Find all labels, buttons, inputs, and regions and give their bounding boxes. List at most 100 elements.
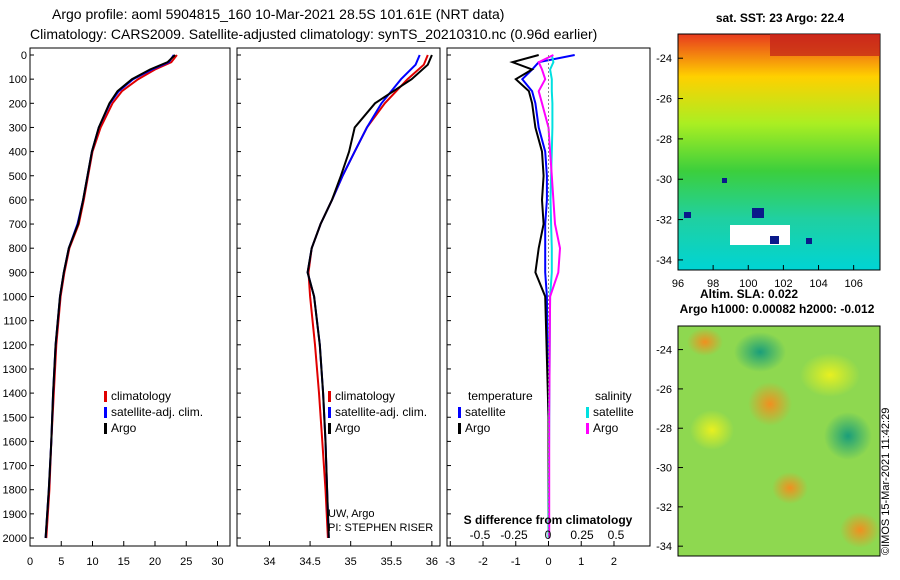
sla-blob-5: [734, 332, 786, 372]
legend-title: salinity: [595, 389, 632, 403]
sla-title-1: Altim. SLA: 0.022: [700, 287, 798, 301]
salinity-tick-label: -0.25: [500, 528, 528, 542]
sst-y-tick-label: -24: [656, 53, 672, 65]
sla-blob-7: [800, 353, 860, 397]
temperature-chart: 0 5 10 15 20 25 30 climatology satellite-adj. cl…: [27, 54, 224, 568]
salinity-tick-label: 0.25: [570, 528, 594, 542]
depth-tick-label: 1300: [3, 364, 27, 376]
series-salinity-argo: [537, 54, 562, 538]
x-tick-label: 35: [345, 556, 357, 568]
sst-map-axes: 96 98 100 102 104 106 -24 -26 -28 -30 -32 -34: [656, 53, 863, 290]
depth-tick-label: 1100: [3, 316, 27, 328]
sla-blob-2: [772, 472, 808, 504]
legend-label: Argo: [335, 421, 361, 435]
depth-tick-label: 1400: [3, 388, 27, 400]
depth-tick-label: 400: [9, 147, 27, 159]
sla-y-tick-label: -30: [656, 463, 672, 475]
salinity-chart: 34 34.5 35 35.5 36 climatology satellite-adj. …: [263, 54, 438, 568]
x-tick-label: 34.5: [299, 556, 320, 568]
series-temperature-argo: [509, 54, 550, 538]
depth-tick-label: 1800: [3, 485, 27, 497]
imos-stamp: ©IMOS 15-Mar-2021 11:42:29: [880, 407, 892, 555]
legend-label: Argo: [465, 421, 491, 435]
depth-tick-label: 300: [9, 122, 27, 134]
pi-annotation: PI: STEPHEN RISER: [328, 522, 433, 534]
x-tick-label: 30: [211, 556, 223, 568]
sla-y-tick-label: -26: [656, 384, 672, 396]
series-climatology: [45, 54, 178, 539]
sst-y-tick-label: -26: [656, 94, 672, 106]
depth-tick-label: 1900: [3, 509, 27, 521]
sst-x-tick-label: 100: [739, 278, 757, 290]
x-tick-label: 5: [58, 556, 64, 568]
depth-tick-label: 2000: [3, 533, 27, 545]
legend-label: climatology: [335, 389, 395, 403]
legend-label: satellite: [465, 405, 506, 419]
x-tick-label: 36: [426, 556, 438, 568]
sst-cloud-2: [770, 236, 779, 244]
depth-tick-label: 1700: [3, 461, 27, 473]
difference-chart: -3 -2 -1 0 1 2 temperature satellite Argo salinit…: [445, 54, 634, 568]
sla-blob-8: [840, 512, 880, 548]
sst-cloud-1: [752, 208, 764, 218]
series-temperature-satellite: [520, 54, 575, 538]
x-tick-label: 10: [86, 556, 98, 568]
series-satellite-adj-clim-: [44, 54, 175, 539]
depth-tick-label: 900: [9, 267, 27, 279]
legend-swatch: [586, 423, 589, 434]
x-tick-label: 0: [27, 556, 33, 568]
depth-axis: 0 100 200 300 400 500 600 700 800 900 1000 1100 1200…: [3, 50, 451, 545]
sst-map-title: sat. SST: 23 Argo: 22.4: [716, 11, 845, 25]
legend-swatch: [328, 423, 331, 434]
x-tick-label: 2: [611, 556, 617, 568]
legend-swatch: [104, 423, 107, 434]
sst-cloud-3: [684, 212, 691, 218]
sst-x-tick-label: 106: [844, 278, 862, 290]
title-line-1: Argo profile: aoml 5904815_160 10-Mar-20…: [52, 6, 505, 22]
sst-y-tick-label: -32: [656, 215, 672, 227]
sla-y-tick-label: -34: [656, 541, 672, 553]
title-line-2: Climatology: CARS2009. Satellite-adjuste…: [30, 26, 598, 42]
depth-tick-label: 200: [9, 98, 27, 110]
legend-label: satellite-adj. clim.: [335, 405, 427, 419]
salinity-tick-label: 0.5: [608, 528, 625, 542]
sla-y-tick-label: -32: [656, 502, 672, 514]
depth-tick-label: 500: [9, 171, 27, 183]
sst-y-tick-label: -34: [656, 255, 672, 267]
depth-tick-label: 1000: [3, 292, 27, 304]
x-tick-label: 0: [545, 556, 551, 568]
sst-x-tick-label: 104: [809, 278, 827, 290]
legend-swatch: [104, 407, 107, 418]
series-argo: [306, 54, 433, 539]
salinity-tick-label: 0: [545, 528, 552, 542]
sst-x-tick-label: 102: [774, 278, 792, 290]
x-axis-label: S difference from climatology: [464, 513, 633, 527]
sst-cloud-4: [722, 178, 727, 183]
sla-blob-1: [748, 382, 792, 426]
x-tick-label: 25: [180, 556, 192, 568]
legend-label: satellite-adj. clim.: [111, 405, 203, 419]
x-tick-label: -3: [445, 556, 455, 568]
legend-swatch: [328, 391, 331, 402]
depth-tick-label: 1500: [3, 412, 27, 424]
x-tick-label: 35.5: [381, 556, 402, 568]
x-tick-label: 20: [149, 556, 161, 568]
salinity-tick-label: -0.5: [470, 528, 491, 542]
legend-title: temperature: [468, 389, 533, 403]
sla-blob-3: [687, 328, 723, 356]
legend-swatch: [104, 391, 107, 402]
series-argo: [44, 54, 176, 539]
sla-blob-6: [690, 410, 734, 450]
depth-tick-label: 700: [9, 219, 27, 231]
sst-warm-patch: [770, 34, 880, 56]
legend-swatch: [328, 407, 331, 418]
sla-title-2: Argo h1000: 0.00082 h2000: -0.012: [680, 302, 875, 316]
x-tick-label: 15: [118, 556, 130, 568]
depth-tick-label: 0: [21, 50, 27, 62]
sla-blob-4: [824, 412, 872, 460]
legend-swatch: [458, 423, 461, 434]
sst-y-tick-label: -28: [656, 134, 672, 146]
sst-cloud-5: [806, 238, 812, 244]
legend-swatch: [458, 407, 461, 418]
